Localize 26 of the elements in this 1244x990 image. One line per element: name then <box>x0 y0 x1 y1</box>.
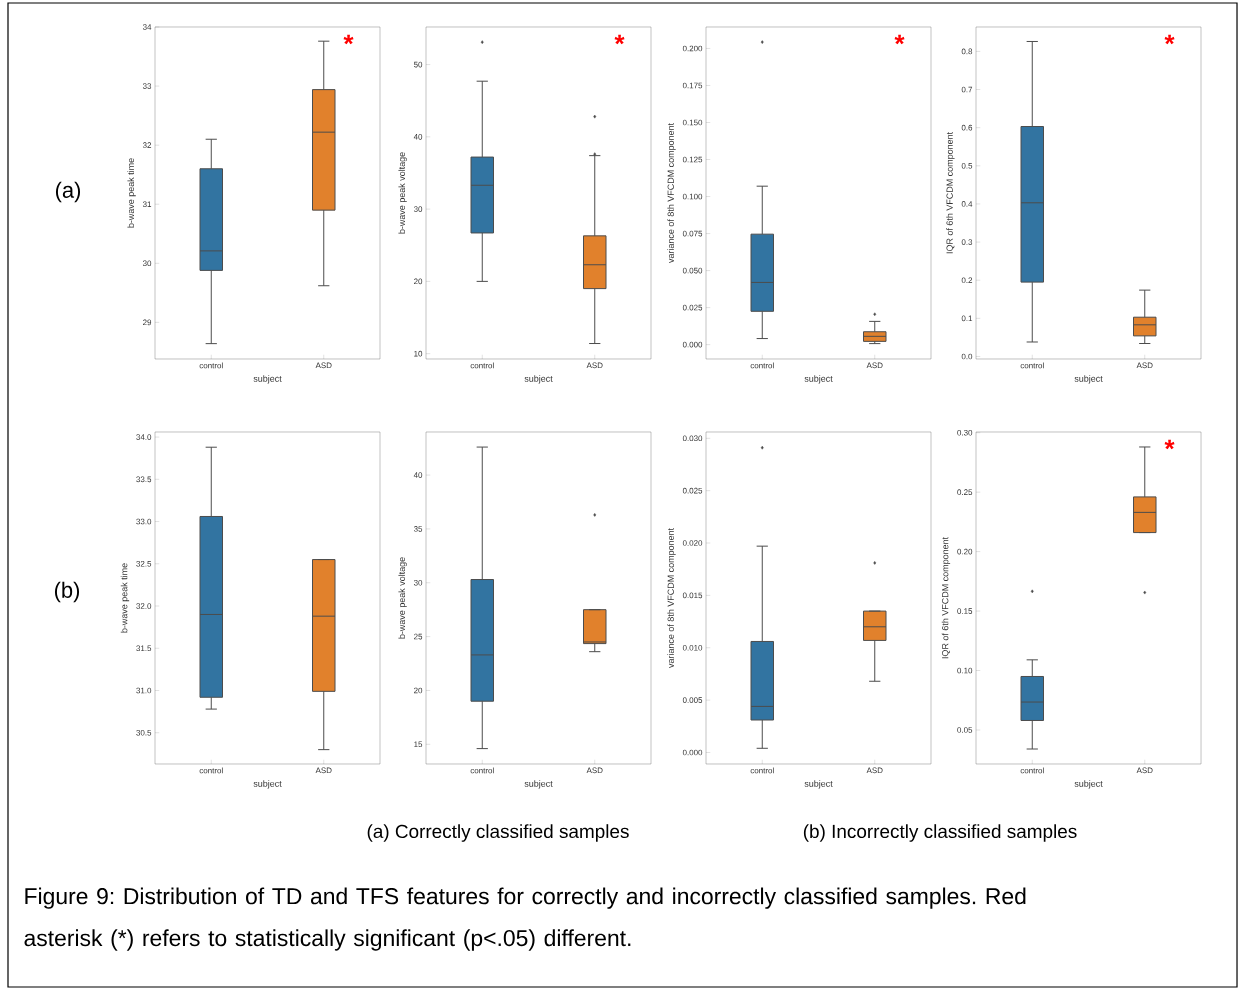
x-axis-title: subject <box>804 780 833 789</box>
text: (b) <box>54 581 80 603</box>
caption: Figure 9: Distribution of TD and TFS features for correctly and incorrectly classified samples. Red asterisk (*) refers to statistically significant (p<.05) different. <box>24 887 1026 951</box>
annotation: * <box>343 34 354 45</box>
y-axis-title: variance of 8th VFCDM component <box>667 123 676 263</box>
y-axis-title: b-wave peak voltage <box>398 557 407 639</box>
y-axis-title: IQR of 6th VFCDM component <box>941 537 951 659</box>
x-axis-title: subject <box>1074 375 1103 384</box>
x-axis-title: subject <box>253 780 282 789</box>
annotation: * <box>1164 34 1175 45</box>
text: (a) <box>55 181 81 203</box>
annotation: * <box>1164 439 1175 450</box>
x-axis-title: subject <box>524 375 553 384</box>
annotation: * <box>894 34 905 45</box>
y-axis-title: b-wave peak time <box>120 563 130 633</box>
x-axis-title: subject <box>804 375 833 384</box>
x-axis-title: subject <box>253 375 282 384</box>
annotation: * <box>614 34 625 45</box>
text: (a) Correctly classified samples <box>367 824 629 842</box>
y-axis-title: variance of 8th VFCDM component <box>667 528 676 668</box>
y-axis-title: b-wave peak time <box>127 158 136 228</box>
y-axis-title: b-wave peak voltage <box>398 152 407 234</box>
x-axis-title: subject <box>524 780 553 789</box>
y-axis-title: IQR of 6th VFCDM component <box>946 132 955 254</box>
x-axis-title: subject <box>1074 780 1103 789</box>
text: (b) Incorrectly classified samples <box>803 824 1077 842</box>
